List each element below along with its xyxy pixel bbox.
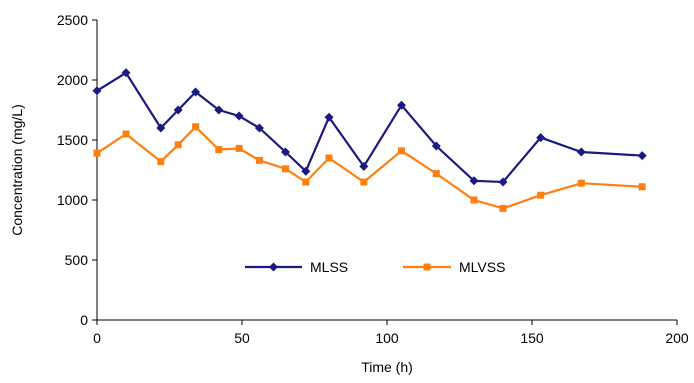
data-point-mlvss bbox=[302, 178, 310, 186]
data-point-mlvss bbox=[157, 158, 165, 166]
data-point-mlvss bbox=[398, 147, 405, 155]
y-tick-label: 2000 bbox=[57, 72, 88, 88]
data-point-mlvss bbox=[174, 141, 182, 149]
series-mlvss bbox=[93, 123, 646, 212]
data-point-mlss bbox=[156, 123, 166, 133]
data-point-mlss bbox=[234, 111, 244, 121]
x-tick-label: 50 bbox=[234, 330, 250, 346]
legend-marker-mlss bbox=[269, 262, 278, 272]
data-point-mlss bbox=[397, 100, 406, 110]
data-point-mlvss bbox=[282, 165, 289, 173]
y-ticks: 0 500 1000 1500 2000 2500 bbox=[57, 12, 97, 328]
y-axis-title: Concentration (mg/L) bbox=[9, 104, 25, 236]
data-point-mlss bbox=[254, 123, 264, 133]
data-point-mlss bbox=[498, 177, 508, 187]
legend-label-mlss: MLSS bbox=[310, 259, 348, 275]
series-line-mlvss bbox=[96, 125, 643, 210]
x-tick-label: 0 bbox=[93, 330, 101, 346]
data-point-mlvss bbox=[537, 191, 545, 199]
data-point-mlvss bbox=[638, 183, 646, 191]
x-axis-title: Time (h) bbox=[361, 359, 413, 375]
data-point-mlvss bbox=[192, 123, 200, 131]
data-point-mlss bbox=[469, 176, 479, 186]
data-point-mlss bbox=[92, 86, 102, 96]
data-point-mlss bbox=[431, 141, 441, 151]
axes: 0 500 1000 1500 2000 2500 0 50 100 150 200 bbox=[57, 12, 689, 346]
x-tick-label: 150 bbox=[520, 330, 544, 346]
y-tick-label: 0 bbox=[80, 312, 88, 328]
x-ticks: 0 50 100 150 200 bbox=[93, 320, 689, 346]
data-point-mlvss bbox=[470, 196, 478, 204]
data-point-mlvss bbox=[432, 170, 440, 178]
x-tick-label: 200 bbox=[665, 330, 689, 346]
series-line-mlss bbox=[96, 71, 643, 184]
data-point-mlvss bbox=[93, 149, 101, 157]
series-mlss bbox=[92, 68, 647, 187]
data-point-mlvss bbox=[499, 204, 507, 212]
legend-item-mlss: MLSS bbox=[245, 259, 348, 275]
legend-item-mlvss: MLVSS bbox=[403, 259, 505, 275]
data-point-mlss bbox=[121, 68, 131, 78]
y-tick-label: 2500 bbox=[57, 12, 88, 28]
data-point-mlss bbox=[536, 133, 546, 143]
data-point-mlvss bbox=[255, 156, 263, 164]
data-point-mlss bbox=[281, 147, 290, 157]
y-tick-label: 1500 bbox=[57, 132, 88, 148]
data-point-mlvss bbox=[577, 179, 585, 187]
data-point-mlvss bbox=[122, 130, 130, 138]
y-tick-label: 1000 bbox=[57, 192, 88, 208]
data-point-mlvss bbox=[215, 146, 223, 154]
data-point-mlss bbox=[301, 166, 311, 176]
data-point-mlss bbox=[324, 112, 334, 122]
data-point-mlss bbox=[173, 105, 183, 115]
series-layer bbox=[92, 68, 647, 212]
data-point-mlss bbox=[214, 105, 224, 115]
data-point-mlss bbox=[637, 151, 647, 161]
legend-label-mlvss: MLVSS bbox=[459, 259, 505, 275]
data-point-mlvss bbox=[325, 154, 333, 162]
data-point-mlss bbox=[191, 87, 201, 97]
x-tick-label: 100 bbox=[375, 330, 399, 346]
data-point-mlss bbox=[576, 147, 586, 157]
data-point-mlss bbox=[359, 161, 369, 171]
legend-marker-mlvss bbox=[423, 263, 431, 271]
legend: MLSS MLVSS bbox=[245, 259, 505, 275]
data-point-mlvss bbox=[235, 144, 243, 152]
data-point-mlvss bbox=[360, 178, 368, 186]
y-tick-label: 500 bbox=[65, 252, 89, 268]
